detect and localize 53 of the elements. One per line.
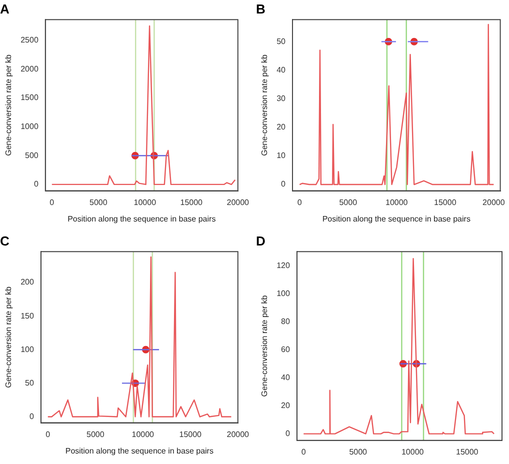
- x-tick-label: 20000: [226, 198, 250, 207]
- x-tick-label: 20000: [226, 430, 250, 439]
- y-tick-label: 2000: [20, 64, 39, 74]
- y-tick-label: 0: [29, 412, 34, 421]
- y-tick-label: 0: [34, 180, 39, 189]
- y-tick-label: 0: [281, 180, 286, 189]
- y-tick-label: 50: [276, 36, 286, 46]
- x-tick-label: 0: [50, 198, 55, 207]
- y-tick-label: 2500: [20, 36, 39, 45]
- y-tick-label: 30: [276, 94, 286, 103]
- x-tick-label: 0: [297, 198, 302, 207]
- y-tick-label: 80: [281, 316, 290, 326]
- x-tick-label: 5000: [86, 430, 105, 439]
- x-tick-label: 15000: [179, 430, 202, 439]
- y-tick-label: 20: [281, 400, 290, 410]
- x-tick-label: 0: [301, 447, 306, 456]
- y-tick-label: 200: [20, 278, 34, 287]
- x-tick-label: 5000: [90, 198, 108, 207]
- x-tick-label: 15000: [434, 198, 457, 207]
- chart-title: A: [0, 1, 10, 16]
- x-tick-label: 15000: [456, 447, 479, 456]
- y-tick-label: 500: [25, 150, 39, 160]
- y-tick-label: 100: [276, 288, 290, 298]
- y-axis-title: Gene-conversion rate per kb: [260, 54, 270, 156]
- y-tick-label: 20: [276, 122, 286, 132]
- x-tick-label: 10000: [134, 198, 157, 207]
- x-tick-label: 5000: [339, 198, 358, 207]
- x-tick-label: 10000: [401, 447, 424, 456]
- y-axis-title: Gene-conversion rate per kb: [260, 294, 270, 397]
- x-tick-label: 10000: [386, 198, 408, 207]
- y-axis-title: Gene-conversion rate per kb: [4, 54, 14, 156]
- y-tick-label: 120: [276, 260, 290, 270]
- x-tick-label: 10000: [132, 430, 155, 439]
- y-tick-label: 40: [276, 65, 286, 74]
- y-tick-label: 50: [25, 378, 34, 388]
- x-tick-label: 0: [46, 430, 51, 439]
- x-axis-title: Position along the sequence in base pairs: [68, 214, 216, 224]
- y-tick-label: 1000: [20, 122, 39, 132]
- x-tick-label: 20000: [482, 198, 506, 207]
- y-tick-label: 100: [20, 344, 34, 354]
- chart-title: B: [256, 1, 266, 16]
- x-tick-label: 15000: [180, 198, 204, 207]
- y-tick-label: 40: [281, 372, 290, 382]
- x-tick-label: 5000: [349, 447, 368, 456]
- y-tick-label: 10: [276, 151, 286, 160]
- y-tick-label: 1500: [20, 93, 39, 102]
- x-axis-title: Position along the sequence in base pairs: [322, 214, 470, 224]
- chart-title: D: [256, 233, 266, 248]
- chart-title: C: [0, 233, 10, 248]
- y-tick-label: 60: [281, 344, 290, 354]
- y-tick-label: 150: [20, 311, 34, 320]
- x-axis-title: Position along the sequence in base pairs: [65, 446, 214, 456]
- y-axis-title: Gene-conversion rate per kb: [4, 286, 14, 388]
